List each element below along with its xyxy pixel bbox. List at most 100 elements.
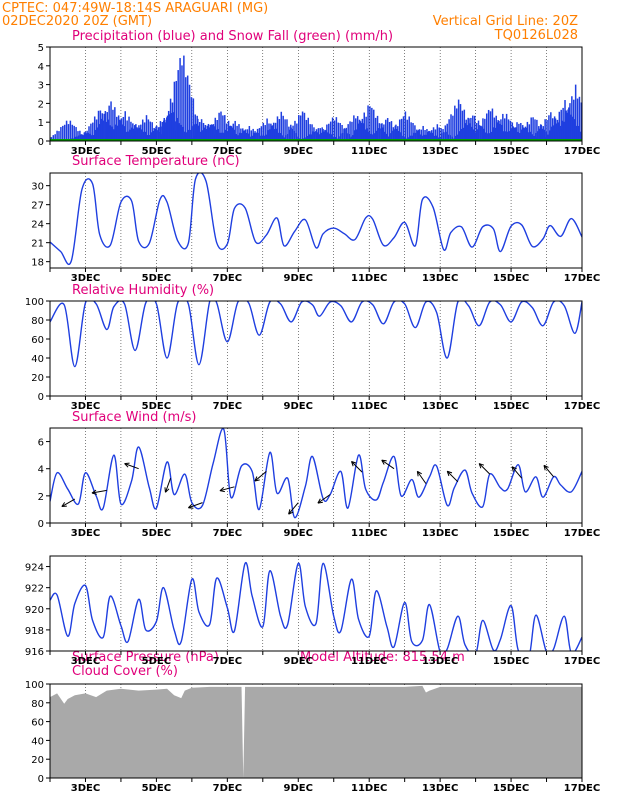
- y-tick-label: 100: [25, 297, 44, 308]
- y-tick-label: 30: [31, 182, 44, 193]
- panel-title: Relative Humidity (%): [72, 283, 214, 298]
- precip-bar: [358, 124, 360, 141]
- x-tick-label: 11DEC: [351, 273, 387, 284]
- precip-bar: [99, 124, 101, 141]
- x-tick-label: 9DEC: [284, 783, 313, 794]
- wind-arrow-head: [165, 487, 166, 492]
- y-tick-label: 922: [25, 584, 44, 595]
- y-tick-label: 4: [38, 465, 44, 476]
- precip-bar: [433, 127, 435, 141]
- precip-bar: [565, 111, 567, 141]
- precip-bar: [292, 126, 294, 141]
- precip-bar: [480, 126, 482, 141]
- x-tick-label: 7DEC: [213, 401, 242, 412]
- precip-bar: [551, 127, 553, 141]
- precip-bar: [273, 123, 275, 141]
- x-tick-label: 13DEC: [422, 656, 458, 667]
- precip-bar: [562, 121, 564, 141]
- precip-bar: [304, 113, 306, 141]
- x-tick-label: 13DEC: [422, 146, 458, 157]
- data-line: [50, 296, 582, 367]
- panels: Precipitation (blue) and Snow Fall (gree…: [25, 29, 600, 794]
- precip-bar: [437, 124, 439, 141]
- x-tick-label: 13DEC: [422, 273, 458, 284]
- y-tick-label: 100: [25, 680, 44, 691]
- wind-arrow-head: [220, 491, 225, 492]
- x-tick-label: 7DEC: [213, 528, 242, 539]
- precip-bar: [328, 124, 330, 141]
- wind-arrow-head: [92, 493, 97, 494]
- precip-bar: [172, 103, 174, 141]
- x-tick-label: 17DEC: [564, 273, 600, 284]
- y-tick-label: 20: [31, 755, 44, 766]
- y-tick-label: 20: [31, 373, 44, 384]
- y-tick-label: 0: [38, 392, 44, 403]
- y-tick-label: 60: [31, 718, 44, 729]
- x-tick-label: 17DEC: [564, 146, 600, 157]
- precip-bar: [569, 103, 571, 141]
- y-tick-label: 40: [31, 354, 44, 365]
- precip-bar: [332, 118, 334, 141]
- precip-bar: [383, 124, 385, 141]
- precip-bar: [334, 121, 336, 141]
- precip-bar: [296, 124, 298, 141]
- x-tick-label: 15DEC: [493, 656, 529, 667]
- precip-bar: [529, 124, 531, 141]
- x-tick-label: 9DEC: [284, 528, 313, 539]
- wind-arrow: [544, 465, 554, 476]
- x-tick-label: 13DEC: [422, 401, 458, 412]
- precip-bar: [525, 127, 527, 141]
- precip-bar: [138, 125, 140, 141]
- precip-bar: [362, 119, 364, 141]
- precip-bar: [478, 125, 480, 141]
- panel-title: Precipitation (blue) and Snow Fall (gree…: [72, 29, 393, 44]
- precip-bar: [577, 99, 579, 141]
- precip-bar: [448, 119, 450, 141]
- x-tick-label: 11DEC: [351, 528, 387, 539]
- x-tick-label: 13DEC: [422, 783, 458, 794]
- precip-bar: [105, 111, 107, 141]
- precip-bar: [527, 122, 529, 141]
- precip-bar: [181, 65, 183, 141]
- y-tick-label: 6: [38, 438, 44, 449]
- y-tick-label: 4: [38, 62, 44, 73]
- precip-bar: [66, 121, 68, 141]
- x-tick-label: 5DEC: [142, 528, 171, 539]
- precip-bar: [64, 125, 66, 141]
- y-tick-label: 0: [38, 774, 44, 785]
- precip-bar: [213, 124, 215, 141]
- precip-bar: [142, 120, 144, 141]
- panel-title: Surface Temperature (nC): [72, 154, 240, 169]
- precip-bar: [381, 123, 383, 141]
- precip-bar: [101, 119, 103, 141]
- precip-bar: [482, 118, 484, 141]
- precip-bar: [164, 124, 166, 141]
- precip-bar: [401, 119, 403, 141]
- precip-bar: [530, 117, 532, 141]
- y-tick-label: 3: [38, 81, 44, 92]
- x-tick-label: 3DEC: [71, 783, 100, 794]
- wind-arrow-head: [125, 463, 130, 464]
- precip-bar: [282, 116, 284, 141]
- precip-bar: [170, 99, 172, 141]
- data-line: [50, 563, 582, 660]
- precip-bar: [403, 116, 405, 141]
- y-tick-label: 1: [38, 118, 44, 129]
- precip-bar: [290, 128, 292, 141]
- x-tick-label: 11DEC: [351, 146, 387, 157]
- precip-bar: [405, 111, 407, 141]
- x-tick-label: 9DEC: [284, 656, 313, 667]
- panel-frame: [50, 301, 582, 396]
- x-tick-label: 15DEC: [493, 401, 529, 412]
- precip-bar: [179, 58, 181, 141]
- x-tick-label: 15DEC: [493, 146, 529, 157]
- precip-bar: [140, 125, 142, 141]
- precip-bar: [271, 126, 273, 141]
- precip-bar: [541, 125, 543, 141]
- precip-bar: [185, 77, 187, 141]
- x-tick-label: 11DEC: [351, 656, 387, 667]
- y-tick-label: 27: [31, 201, 44, 212]
- precip-bar: [277, 116, 279, 141]
- precip-bar: [523, 128, 525, 141]
